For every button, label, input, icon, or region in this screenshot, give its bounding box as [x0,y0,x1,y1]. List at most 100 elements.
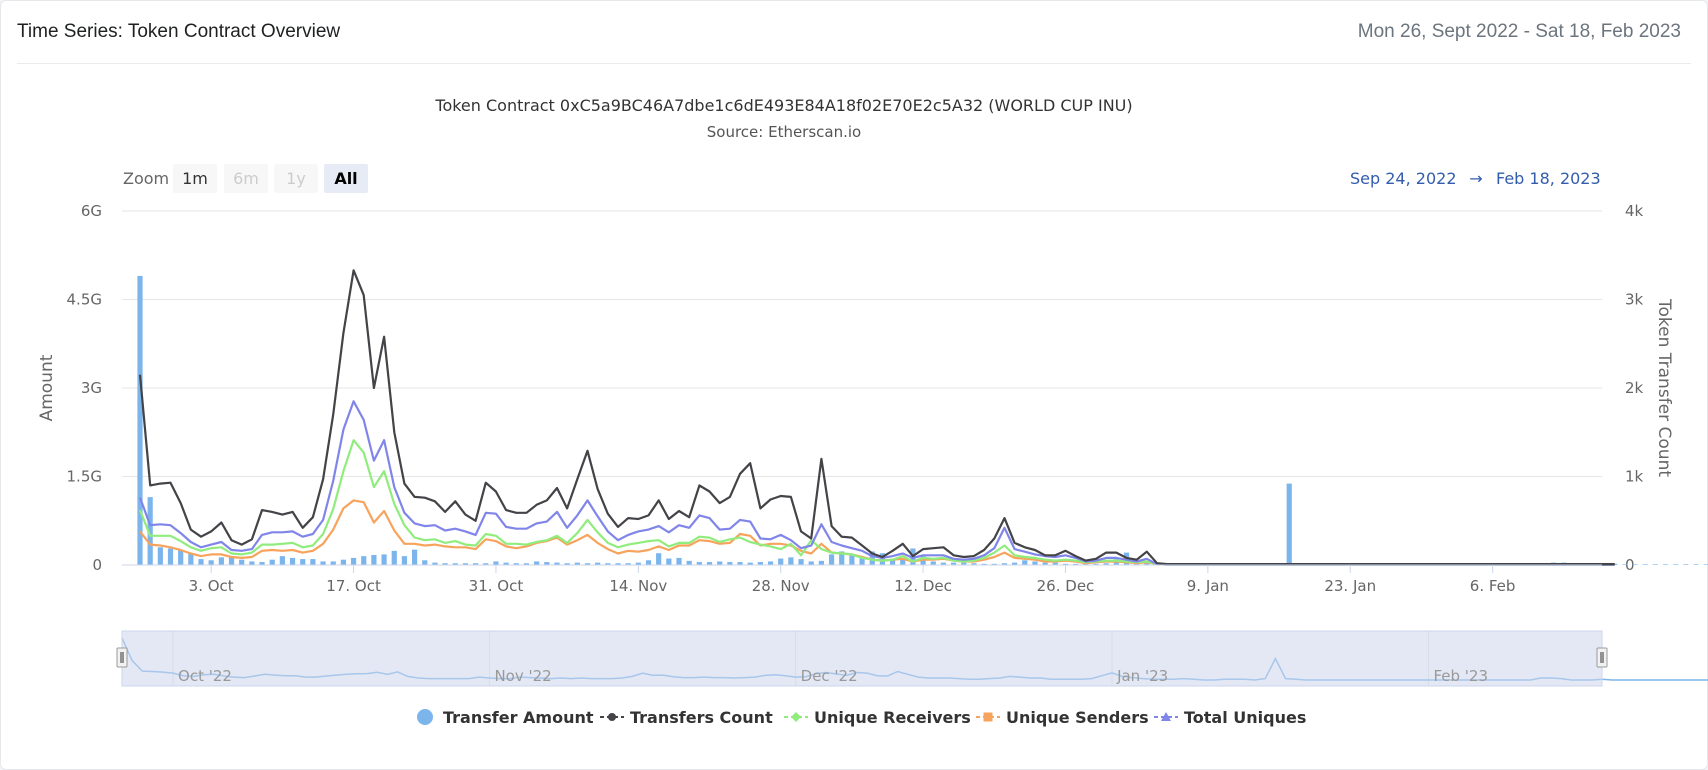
zoom-button-all[interactable]: All [324,164,368,193]
zoom-button-6m[interactable]: 6m [224,164,268,193]
transfer-amount-bar [239,559,245,565]
navigator-month-label: Oct '22 [178,667,232,685]
x-axis-tick-label: 9. Jan [1187,577,1229,595]
transfer-amount-bar [1022,560,1028,565]
transfer-amount-bar [645,560,652,565]
navigator-labels: Oct '22 Nov '22 Dec '22 Jan '23 Feb '23 [178,667,1488,685]
y-right-tick-label: 2k [1625,379,1644,397]
transfer-amount-bar [320,561,326,565]
transfer-amount-bar [625,563,631,565]
zoom-button-1m[interactable]: 1m [173,164,217,193]
y-right-tick-label: 1k [1625,468,1644,486]
line-series-group [138,269,1615,566]
navigator-handle-right[interactable] [1596,647,1608,668]
transfer-amount-bar [523,563,530,565]
legend-item[interactable]: Transfers Count [600,708,773,727]
x-axis-tick-label: 3. Oct [189,577,234,595]
transfer-amount-bar [676,557,682,565]
zoom-button-1y[interactable]: 1y [274,164,318,193]
legend-marker-circle [417,709,433,725]
legend-marker-triangle [1161,712,1171,721]
total-uniques-line [138,400,1615,566]
transfer-amount-bar [859,558,865,565]
transfer-amount-bar [1693,564,1699,565]
chart-subtitle: Source: Etherscan.io [707,123,861,141]
card-title: Time Series: Token Contract Overview [17,21,341,42]
legend-item[interactable]: Transfer Amount [417,708,594,727]
transfer-amount-bar [991,563,997,565]
transfer-amount-bar [940,562,947,565]
transfer-amount-bar [1683,564,1689,565]
transfer-amount-bar [839,551,845,565]
transfer-amount-bar [696,562,702,565]
transfer-amount-bar [157,547,163,565]
navigator[interactable]: Oct '22 Nov '22 Dec '22 Jan '23 Feb '23 [116,630,1708,687]
y-left-tick-label: 0 [92,556,102,574]
transfer-amount-bar [849,555,855,565]
legend-marker-diamond [791,712,801,722]
transfer-amount-bar [706,562,713,565]
y-left-tick-label: 1.5G [67,468,102,486]
y-axis-left: 0 1.5G 3G 4.5G 6G [67,202,102,574]
transfer-amount-bar [605,563,611,565]
transfer-amount-bar [442,563,448,565]
transfer-amount-bar [269,559,275,565]
legend-item-label: Total Uniques [1184,708,1306,727]
zoom-button-label: All [334,169,357,188]
grid-lines [122,210,1602,477]
transfer-amount-bar [391,550,397,565]
transfer-amount-bar [767,561,774,565]
zoom-button-label: 1y [286,169,306,188]
transfer-amount-bar [218,557,224,565]
y-left-tick-label: 3G [81,379,102,397]
transfer-amount-bar [981,563,987,565]
legend-item[interactable]: Unique Senders [976,708,1149,727]
transfer-amount-bar [564,563,570,565]
legend-marker-circle [608,713,616,721]
legend-marker-square [983,712,993,722]
transfer-amount-bar [798,559,804,565]
transfer-amount-bar [717,561,723,565]
transfer-amount-bar [1093,563,1099,565]
y-right-tick-label: 3k [1625,291,1644,309]
legend-item[interactable]: Total Uniques [1154,708,1306,727]
transfer-amount-bar [971,563,977,565]
y-right-tick-label: 4k [1625,202,1644,220]
transfer-amount-bar [727,562,733,565]
y-axis-right: 0 1k 2k 3k 4k [1625,202,1644,574]
transfer-amount-bar [300,559,306,565]
y-axis-left-title: Amount [37,354,57,421]
transfer-amount-bar [788,557,794,565]
transfer-amount-bar [340,559,346,565]
transfer-amount-bar [930,561,936,565]
legend-item[interactable]: Unique Receivers [784,708,971,727]
transfer-amount-bar [951,562,957,565]
transfer-amount-bar [371,554,377,565]
x-axis-tick-label: 23. Jan [1324,577,1376,595]
transfer-amount-bar [289,557,296,565]
transfer-amount-bar [1062,563,1069,565]
transfer-amount-bar [228,556,235,565]
y-right-tick-label: 0 [1625,556,1635,574]
transfer-amount-bar [666,558,672,565]
zoom-button-label: 6m [233,169,259,188]
range-to-input[interactable]: Feb 18, 2023 [1496,169,1601,188]
transfer-amount-bar [1052,562,1058,565]
transfer-amount-bar [1012,562,1018,565]
transfer-amount-bar [1642,564,1648,565]
range-from-input[interactable]: Sep 24, 2022 [1350,169,1457,188]
navigator-handle-left[interactable] [116,647,128,668]
transfer-amount-bar [828,554,835,565]
transfer-amount-bar [1286,483,1292,565]
transfer-amount-bar [879,553,886,565]
transfer-amount-bar [778,558,784,565]
transfer-amount-bar [1083,563,1089,565]
transfer-amount-bar [452,563,458,565]
y-left-tick-label: 4.5G [67,291,102,309]
transfer-amount-bar [595,562,601,565]
transfer-amount-bar [574,562,580,565]
transfer-amount-bar [401,556,408,565]
transfer-amount-bar [1673,564,1679,565]
card-date-range: Mon 26, Sept 2022 - Sat 18, Feb 2023 [1357,21,1681,42]
